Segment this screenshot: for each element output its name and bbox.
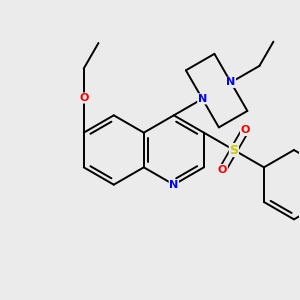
Text: N: N <box>169 180 178 190</box>
Text: N: N <box>226 77 236 87</box>
Text: O: O <box>218 164 227 175</box>
Text: O: O <box>79 93 88 103</box>
Text: O: O <box>241 125 250 136</box>
Text: S: S <box>230 143 238 157</box>
Text: N: N <box>198 94 207 104</box>
